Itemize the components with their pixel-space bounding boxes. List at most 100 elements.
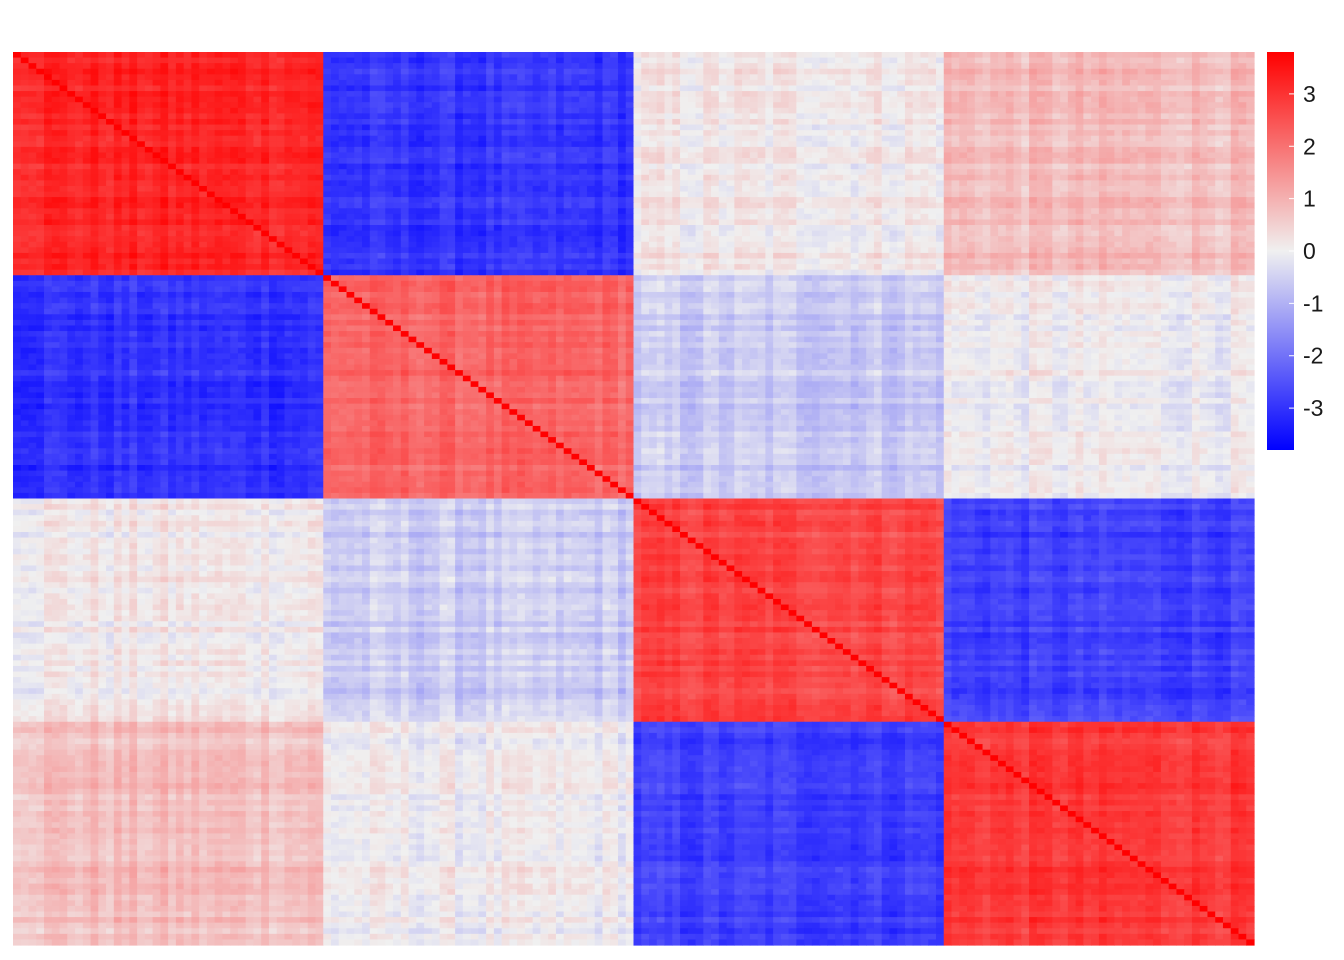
heatmap-cell (952, 85, 960, 91)
heatmap-cell (424, 63, 432, 69)
heatmap-cell (595, 203, 603, 209)
heatmap-cell (727, 91, 735, 97)
heatmap-cell (889, 69, 897, 75)
heatmap-cell (827, 141, 835, 147)
heatmap-cell (114, 69, 122, 75)
heatmap-cell (160, 58, 168, 64)
heatmap-cell (812, 147, 820, 153)
heatmap-cell (21, 164, 29, 170)
heatmap-cell (36, 113, 44, 119)
heatmap-cell (385, 141, 393, 147)
heatmap-cell (52, 219, 60, 225)
heatmap-cell (222, 80, 230, 86)
heatmap-cell (1145, 130, 1153, 136)
heatmap-cell (331, 69, 339, 75)
heatmap-cell (486, 108, 494, 114)
heatmap-cell (440, 74, 448, 80)
heatmap-cell (440, 164, 448, 170)
heatmap-cell (354, 80, 362, 86)
heatmap-cell (1153, 113, 1161, 119)
heatmap-cell (494, 203, 502, 209)
heatmap-cell (129, 175, 137, 181)
heatmap-cell (44, 180, 52, 186)
heatmap-cell (889, 63, 897, 69)
heatmap-cell (1192, 125, 1200, 131)
heatmap-cell (1207, 97, 1215, 103)
heatmap-cell (1060, 214, 1068, 220)
heatmap-cell (758, 203, 766, 209)
heatmap-cell (672, 158, 680, 164)
heatmap-cell (502, 158, 510, 164)
heatmap-cell (432, 63, 440, 69)
heatmap-cell (222, 130, 230, 136)
heatmap-cell (184, 164, 192, 170)
heatmap-cell (657, 141, 665, 147)
heatmap-cell (432, 158, 440, 164)
heatmap-cell (765, 192, 773, 198)
heatmap-cell (378, 158, 386, 164)
heatmap-cell (67, 108, 75, 114)
heatmap-cell (160, 102, 168, 108)
heatmap-cell (618, 203, 626, 209)
heatmap-cell (540, 119, 548, 125)
heatmap-cell (781, 175, 789, 181)
heatmap-cell (626, 208, 634, 214)
heatmap-cell (587, 197, 595, 203)
heatmap-cell (634, 219, 642, 225)
heatmap-cell (168, 203, 176, 209)
heatmap-cell (292, 214, 300, 220)
heatmap-cell (1068, 102, 1076, 108)
heatmap-cell (1091, 74, 1099, 80)
heatmap-cell (634, 147, 642, 153)
heatmap-cell (75, 125, 83, 131)
heatmap-cell (920, 119, 928, 125)
heatmap-cell (983, 186, 991, 192)
heatmap-cell (393, 74, 401, 80)
heatmap-cell (29, 164, 37, 170)
heatmap-cell (1114, 74, 1122, 80)
heatmap-cell (13, 169, 21, 175)
heatmap-cell (897, 63, 905, 69)
heatmap-cell (331, 203, 339, 209)
heatmap-cell (866, 158, 874, 164)
heatmap-cell (36, 69, 44, 75)
heatmap-cell (1223, 219, 1231, 225)
heatmap-cell (253, 225, 261, 231)
heatmap-cell (734, 169, 742, 175)
heatmap-cell (533, 214, 541, 220)
heatmap-cell (920, 208, 928, 214)
heatmap-cell (284, 85, 292, 91)
heatmap-cell (641, 91, 649, 97)
heatmap-cell (1037, 136, 1045, 142)
heatmap-cell (889, 97, 897, 103)
heatmap-cell (471, 97, 479, 103)
heatmap-cell (1145, 125, 1153, 131)
heatmap-cell (261, 91, 269, 97)
heatmap-cell (626, 197, 634, 203)
heatmap-cell (827, 130, 835, 136)
heatmap-cell (269, 219, 277, 225)
heatmap-cell (29, 97, 37, 103)
heatmap-cell (626, 80, 634, 86)
heatmap-cell (509, 214, 517, 220)
heatmap-cell (253, 97, 261, 103)
heatmap-cell (789, 85, 797, 91)
heatmap-cell (649, 97, 657, 103)
heatmap-cell (959, 119, 967, 125)
heatmap-cell (277, 192, 285, 198)
heatmap-cell (843, 52, 851, 58)
heatmap-cell (230, 102, 238, 108)
heatmap-cell (866, 69, 874, 75)
heatmap-cell (1029, 180, 1037, 186)
heatmap-cell (199, 63, 207, 69)
heatmap-cell (1153, 164, 1161, 170)
heatmap-cell (703, 169, 711, 175)
heatmap-cell (1076, 91, 1084, 97)
heatmap-cell (1161, 125, 1169, 131)
heatmap-cell (602, 130, 610, 136)
heatmap-cell (91, 52, 99, 58)
heatmap-cell (91, 203, 99, 209)
heatmap-cell (44, 136, 52, 142)
heatmap-cell (812, 164, 820, 170)
heatmap-cell (1215, 80, 1223, 86)
